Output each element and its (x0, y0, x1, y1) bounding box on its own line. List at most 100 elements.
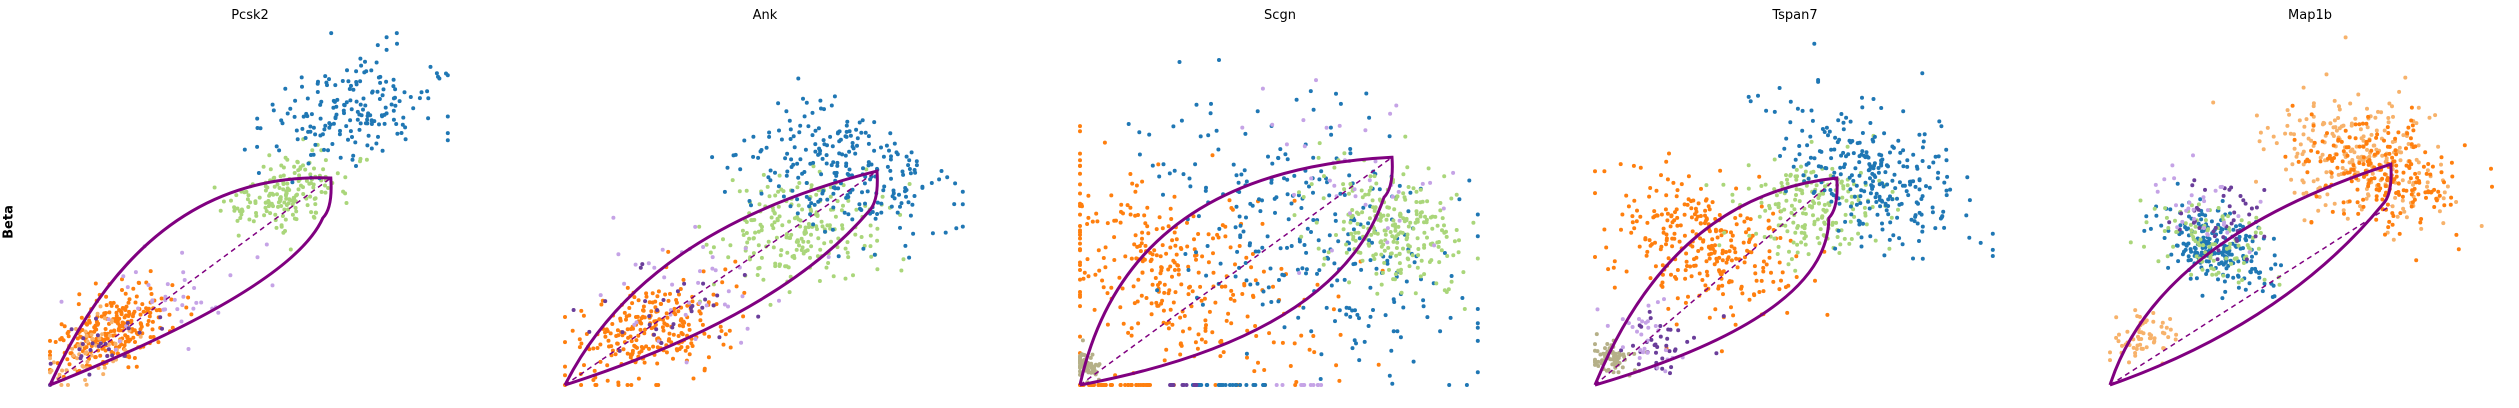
scatter-point (1253, 278, 1258, 283)
scatter-point (1964, 213, 1969, 218)
scatter-point (288, 247, 293, 252)
scatter-point (1475, 338, 1480, 343)
scatter-point (79, 354, 84, 359)
scatter-point (1626, 321, 1631, 326)
scatter-point (257, 195, 262, 200)
scatter-point (1227, 198, 1232, 203)
scatter-point (1888, 220, 1893, 225)
scatter-point (1678, 223, 1683, 228)
scatter-point (2296, 159, 2301, 164)
scatter-point (1140, 270, 1145, 275)
scatter-point (312, 196, 317, 201)
scatter-point (868, 233, 873, 238)
scatter-point (1421, 298, 1426, 303)
scatter-point (2395, 214, 2400, 219)
scatter-point (887, 148, 891, 153)
scatter-point (1647, 194, 1652, 199)
scatter-point (1361, 225, 1366, 229)
scatter-point (239, 212, 244, 217)
scatter-point (1767, 255, 1772, 260)
scatter-point (797, 243, 801, 248)
scatter-point (323, 158, 328, 163)
scatter-point (744, 231, 749, 235)
scatter-point (2243, 201, 2248, 206)
scatter-point (2369, 148, 2374, 153)
scatter-point (1289, 244, 1294, 248)
scatter-point (1734, 222, 1739, 227)
scatter-point (1874, 200, 1879, 204)
scatter-point (866, 163, 871, 168)
scatter-point (1269, 300, 1274, 304)
scatter-point (1444, 290, 1449, 294)
scatter-point (1438, 201, 1443, 205)
scatter-point (1868, 121, 1873, 125)
scatter-point (2374, 194, 2379, 199)
scatter-point (148, 335, 153, 340)
scatter-point (767, 130, 772, 135)
scatter-point (1199, 337, 1204, 342)
scatter-point (2450, 174, 2455, 179)
scatter-point (768, 168, 773, 173)
scatter-point (1642, 346, 1647, 351)
scatter-point (846, 255, 851, 260)
scatter-point (1606, 267, 1611, 272)
scatter-point (150, 298, 155, 303)
scatter-point (281, 187, 286, 192)
scatter-point (786, 235, 791, 240)
scatter-point (85, 359, 90, 364)
scatter-point (1193, 162, 1198, 167)
scatter-point (109, 329, 113, 334)
scatter-point (1748, 99, 1753, 104)
scatter-point (771, 245, 776, 250)
scatter-point (137, 281, 142, 285)
scatter-point (1863, 180, 1868, 185)
scatter-point (2193, 230, 2198, 235)
scatter-point (1693, 206, 1698, 211)
scatter-point (1357, 316, 1361, 321)
scatter-point (1858, 194, 1863, 199)
scatter-point (1101, 285, 1106, 290)
scatter-point (1357, 358, 1362, 363)
scatter-point (2186, 258, 2191, 263)
scatter-point (240, 209, 245, 214)
scatter-point (1915, 221, 1920, 226)
scatter-point (283, 155, 288, 160)
scatter-point (809, 183, 814, 188)
scatter-point (1868, 176, 1872, 181)
scatter-point (787, 290, 792, 295)
scatter-point (1253, 249, 1258, 254)
scatter-point (2361, 155, 2366, 160)
scatter-point (2203, 250, 2208, 255)
scatter-point (722, 189, 727, 194)
scatter-point (1169, 217, 1174, 221)
scatter-point (1414, 212, 1419, 217)
scatter-point (1398, 335, 1403, 340)
scatter-point (1637, 317, 1641, 321)
scatter-point (1296, 193, 1301, 198)
scatter-point (1936, 170, 1941, 175)
scatter-point (2269, 266, 2274, 271)
scatter-point (1418, 211, 1423, 215)
scatter-point (636, 298, 641, 303)
scatter-point (1302, 383, 1307, 387)
scatter-point (293, 98, 298, 103)
scatter-point (2254, 179, 2258, 184)
scatter-point (270, 283, 275, 288)
scatter-point (744, 220, 749, 224)
scatter-point (1876, 166, 1881, 170)
scatter-point (105, 354, 110, 358)
scatter-point (711, 282, 716, 287)
scatter-point (1857, 154, 1862, 159)
scatter-point (2398, 158, 2403, 163)
scatter-point (701, 269, 706, 274)
scatter-point (1405, 256, 1410, 261)
scatter-point (1154, 253, 1159, 258)
scatter-point (2224, 256, 2229, 261)
scatter-point (929, 181, 934, 185)
scatter-point (2357, 122, 2362, 127)
scatter-point (366, 133, 371, 138)
scatter-point (1186, 292, 1191, 297)
scatter-point (2216, 277, 2220, 282)
scatter-point (1631, 163, 1636, 168)
scatter-point (1395, 329, 1400, 334)
